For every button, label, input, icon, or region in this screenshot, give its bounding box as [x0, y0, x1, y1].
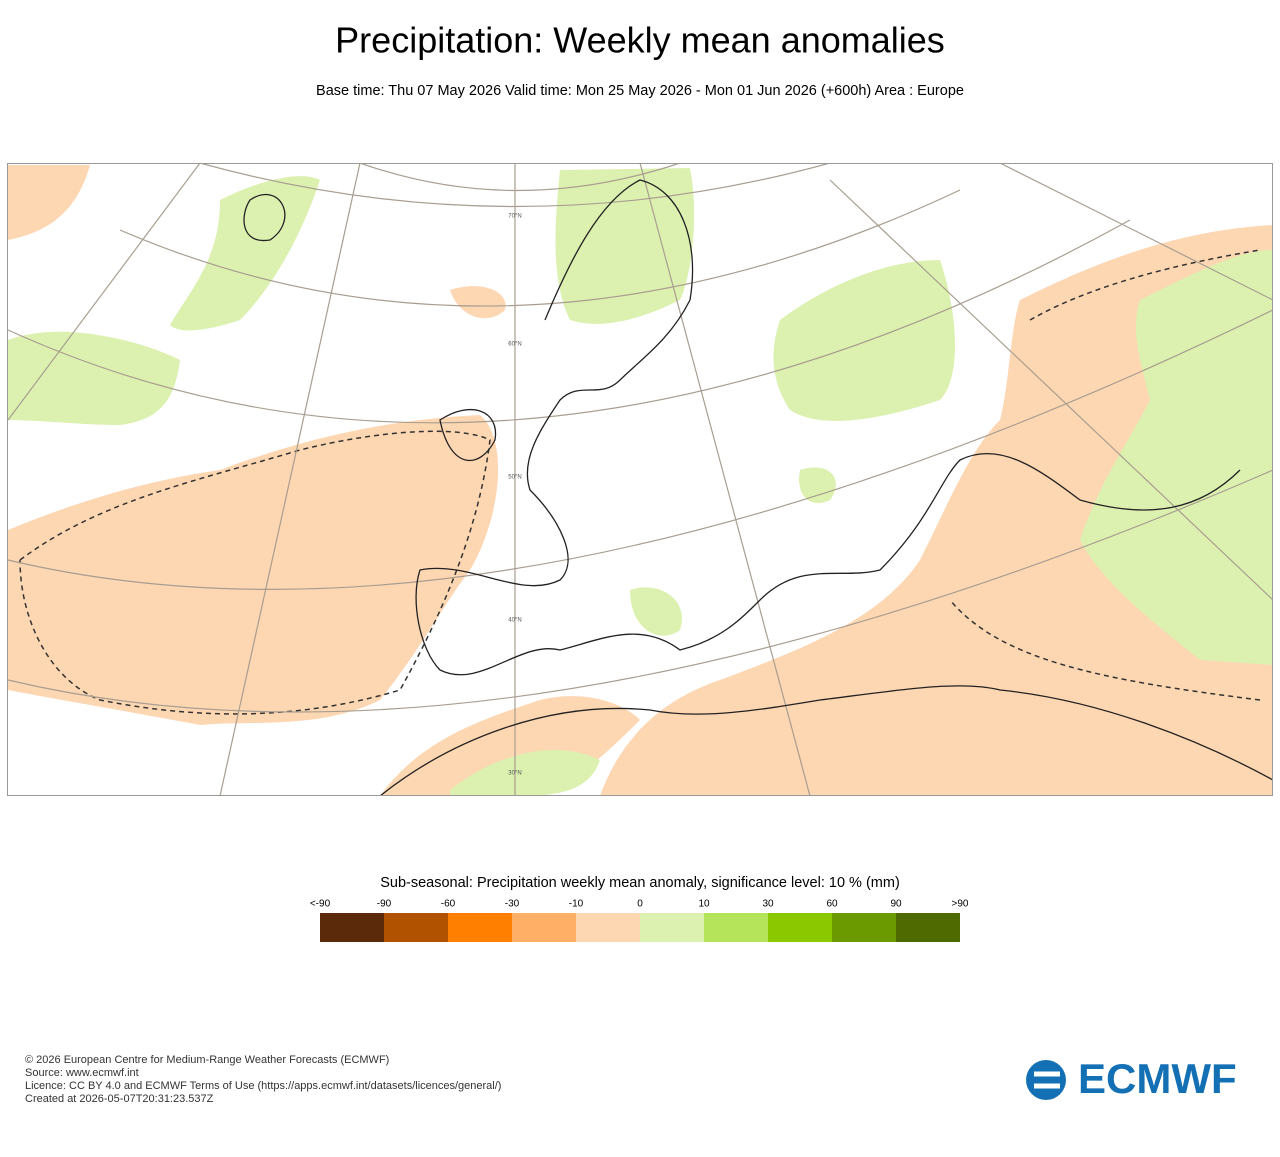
colorbar-box	[832, 913, 896, 942]
coastline	[243, 179, 1273, 796]
colorbar-label: <-90	[310, 899, 331, 910]
colorbar-box	[896, 913, 960, 942]
colorbar-box	[448, 913, 512, 942]
colorbar-label: >90	[952, 899, 969, 910]
footer-line: Source: www.ecmwf.int	[25, 1067, 139, 1079]
footer-line: Licence: CC BY 4.0 and ECMWF Terms of Us…	[25, 1080, 501, 1092]
lat-label: 50°N	[508, 475, 521, 481]
colorbar: <-90 -90 -60 -30 -10 0 10 30 60 90 >90	[310, 899, 969, 942]
logo-text: ECMWF	[1078, 1055, 1237, 1102]
subtitle: Base time: Thu 07 May 2026 Valid time: M…	[316, 83, 964, 99]
colorbar-label: -60	[441, 899, 456, 910]
title: Precipitation: Weekly mean anomalies	[335, 20, 945, 61]
footer-line: Created at 2026-05-07T20:31:23.537Z	[25, 1093, 214, 1105]
colorbar-label: 30	[762, 899, 774, 910]
colorbar-box	[640, 913, 704, 942]
map: 70°N 60°N 50°N 40°N 30°N	[7, 163, 1273, 796]
lat-label: 70°N	[508, 214, 521, 220]
legend-title: Sub-seasonal: Precipitation weekly mean …	[380, 875, 900, 891]
logo: ECMWF	[1026, 1055, 1237, 1102]
colorbar-label: 10	[698, 899, 710, 910]
colorbar-box	[320, 913, 384, 942]
colorbar-label: -10	[569, 899, 584, 910]
footer-line: © 2026 European Centre for Medium-Range …	[25, 1054, 389, 1066]
wet-anomaly	[8, 168, 1273, 796]
dry-anomaly	[8, 165, 1273, 796]
colorbar-label: 90	[890, 899, 902, 910]
significance-contour	[19, 249, 1261, 715]
graticule	[7, 163, 1273, 796]
colorbar-box	[704, 913, 768, 942]
colorbar-label: 60	[826, 899, 838, 910]
colorbar-label: 0	[637, 899, 643, 910]
colorbar-box	[768, 913, 832, 942]
lat-label: 60°N	[508, 342, 521, 348]
colorbar-box	[576, 913, 640, 942]
map-frame	[7, 163, 1273, 796]
colorbar-label: -30	[505, 899, 520, 910]
footer: © 2026 European Centre for Medium-Range …	[25, 1054, 501, 1105]
colorbar-label: -90	[377, 899, 392, 910]
colorbar-box	[512, 913, 576, 942]
colorbar-box	[384, 913, 448, 942]
lat-label: 40°N	[508, 618, 521, 624]
lat-label: 30°N	[508, 771, 521, 777]
